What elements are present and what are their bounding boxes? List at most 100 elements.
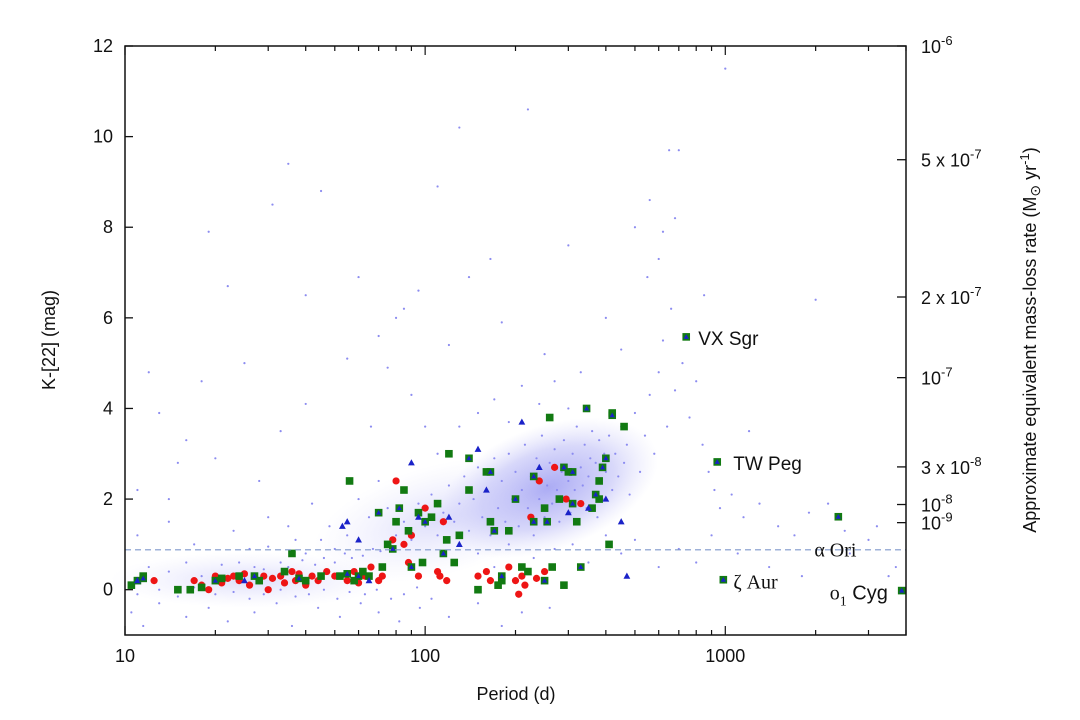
series-green-square-blue-triangle — [139, 333, 906, 595]
background-star-point — [253, 611, 256, 614]
green-square-blue-triangle-point — [465, 454, 473, 463]
background-star-point — [275, 602, 278, 605]
blue-triangle-point — [535, 463, 543, 470]
green-square-point — [317, 572, 325, 580]
background-star-point — [575, 425, 578, 428]
blue-triangle-point — [602, 495, 610, 502]
background-star-point — [666, 425, 669, 428]
background-star-point — [800, 575, 804, 578]
background-star-point — [643, 434, 647, 437]
red-circle-point — [367, 563, 375, 571]
background-star-point — [620, 348, 623, 351]
y-tick-label: 6 — [103, 308, 113, 328]
background-star-point — [338, 615, 342, 618]
green-square-point — [524, 567, 532, 576]
background-star-point — [290, 624, 294, 628]
red-circle-point — [482, 567, 491, 576]
y2-tick-label: 10-9 — [921, 510, 953, 534]
background-star-point — [548, 461, 551, 464]
background-star-point — [633, 538, 637, 541]
background-star-point — [603, 452, 606, 455]
green-square-point — [445, 449, 453, 458]
green-square-point — [427, 513, 436, 521]
green-square-point — [186, 585, 195, 594]
background-star-point — [493, 457, 496, 460]
background-star-point — [730, 493, 733, 496]
blue-triangle-mark — [376, 509, 382, 515]
background-star-point — [538, 402, 541, 406]
background-star-point — [232, 529, 235, 532]
y2-tick-label: 5 x 10-7 — [921, 147, 982, 171]
star-annotations: VX Sgr TW Peg α Ori ζ Aur o1 Cyg — [698, 329, 888, 610]
background-star-point — [363, 593, 367, 596]
background-star-point — [646, 275, 649, 279]
red-circle-point — [486, 577, 495, 585]
background-star-point — [707, 470, 710, 473]
y-tick-label: 0 — [103, 580, 113, 600]
background-star-point — [551, 502, 554, 505]
background-star-point — [402, 520, 406, 523]
background-star-point — [136, 534, 139, 537]
background-star-point — [410, 393, 413, 396]
background-star-point — [589, 457, 592, 460]
background-star-point — [287, 565, 290, 569]
background-star-point — [594, 461, 597, 464]
background-star-point — [587, 475, 590, 478]
background-star-point — [167, 570, 170, 573]
background-star-point — [476, 602, 480, 605]
background-star-point — [553, 448, 556, 451]
background-star-point — [611, 488, 614, 492]
background-star-point — [447, 484, 451, 487]
x-tick-label: 100 — [410, 646, 440, 666]
background-star-point — [447, 343, 451, 347]
green-square-point — [474, 585, 482, 594]
background-star-point — [555, 488, 559, 492]
background-star-point — [695, 561, 698, 564]
background-star-point — [500, 624, 503, 628]
series-blue-triangle — [134, 418, 631, 584]
background-star-point — [548, 606, 551, 609]
blue-triangle-mark — [396, 505, 402, 511]
blue-triangle-mark — [570, 500, 576, 506]
background-star-point — [476, 466, 480, 469]
background-star-point — [604, 316, 607, 319]
green-square-blue-triangle-point — [719, 575, 728, 584]
y-tick-label: 12 — [93, 36, 113, 56]
background-star-point — [369, 425, 373, 428]
green-square-point — [378, 563, 387, 571]
background-star-point — [583, 443, 586, 446]
background-star-point — [476, 552, 480, 555]
blue-triangle-mark — [440, 550, 446, 556]
blue-triangle-mark — [251, 573, 258, 579]
green-square-blue-triangle-point — [682, 333, 691, 341]
green-square-point — [545, 413, 554, 422]
red-circle-point — [378, 572, 386, 580]
green-square-blue-triangle-point — [568, 468, 577, 476]
green-square-blue-triangle-point — [374, 508, 383, 517]
background-star-point — [535, 457, 538, 460]
blue-triangle-mark — [714, 459, 720, 464]
background-star-point — [130, 611, 133, 614]
background-star-point — [294, 538, 297, 541]
background-star-point — [436, 185, 439, 188]
y-tick-label: 10 — [93, 127, 113, 147]
background-star-point — [814, 298, 817, 301]
background-star-point — [158, 588, 161, 591]
red-circle-point — [308, 572, 316, 580]
y2-axis-title: Approximate equivalent mass-loss rate (M… — [1017, 147, 1043, 532]
background-star-point — [375, 588, 378, 591]
blue-triangle-mark — [355, 573, 362, 579]
background-star-point — [540, 434, 544, 437]
background-star-point — [207, 606, 210, 609]
background-star-point — [136, 593, 139, 596]
background-star-point — [371, 547, 375, 551]
axes: 0 2 4 6 8 10 12 10 100 1000 10-6 5 x 10-7 2 x 10-7 10… — [93, 33, 982, 666]
background-star-point — [430, 493, 433, 496]
y2-tick-label: 10-8 — [921, 492, 953, 516]
y-tick-label: 2 — [103, 489, 113, 509]
background-star-point — [657, 371, 660, 374]
blue-triangle-mark — [212, 577, 218, 583]
background-star-point — [736, 552, 739, 555]
background-star-point — [442, 511, 445, 514]
